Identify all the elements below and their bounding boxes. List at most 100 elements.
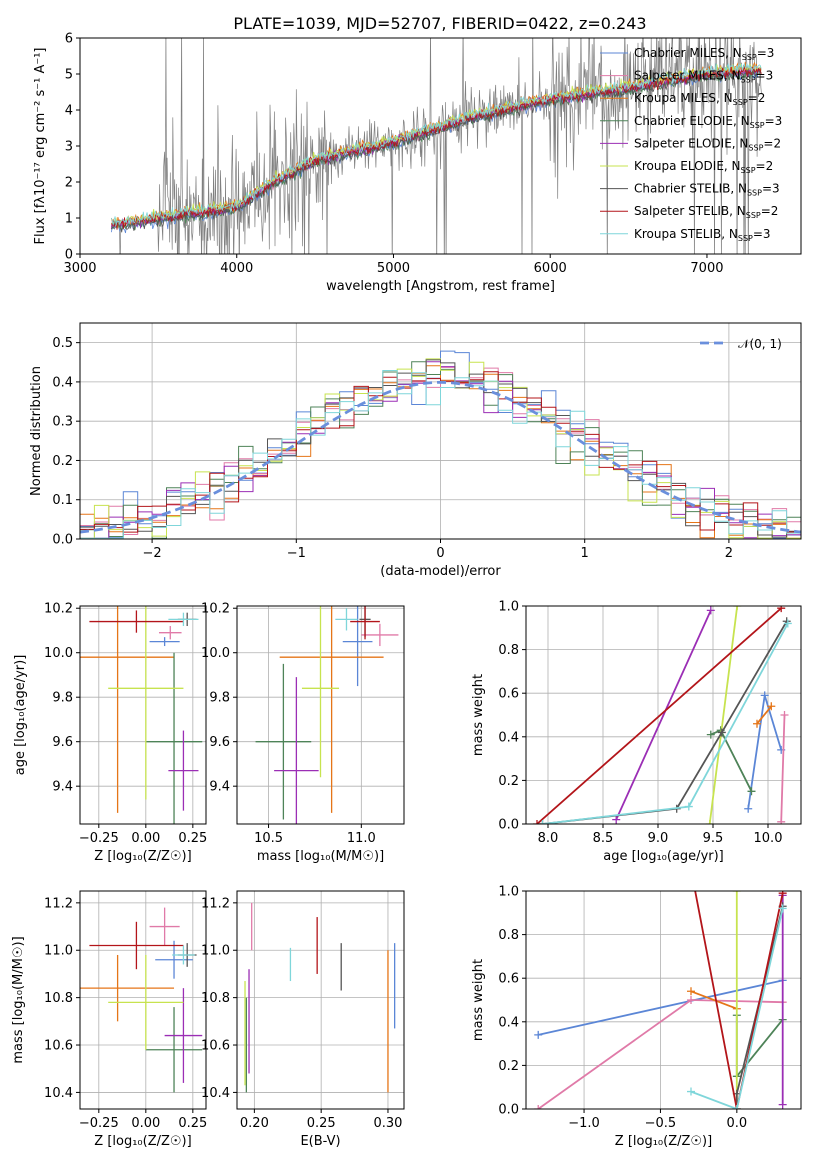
mass-weight-marker	[778, 904, 787, 913]
mass-weight-marker	[753, 719, 761, 728]
y-tick-label: 1.0	[498, 600, 519, 615]
x-tick-label: 0.30	[373, 1116, 402, 1131]
plot-area	[533, 606, 792, 824]
legend-subscript: SSP	[750, 121, 765, 130]
x-tick-label: 9.5	[703, 831, 724, 846]
x-axis-label: mass [log₁₀(M/M☉)]	[257, 849, 384, 864]
legend-nssp: =3	[762, 182, 780, 196]
y-tick-label: 9.8	[52, 691, 73, 706]
legend-subscript: SSP	[748, 143, 763, 152]
mass-weight-marker	[783, 619, 792, 628]
legend-nssp: =3	[757, 46, 775, 60]
x-tick-label: −1.0	[568, 1116, 600, 1131]
mass-weight-marker	[687, 865, 695, 873]
axes-frame	[79, 37, 802, 255]
mass-weight-line	[780, 714, 786, 822]
x-tick-label: 0.0	[726, 1116, 747, 1131]
y-axis-label: mass weight	[471, 674, 486, 756]
x-tick-label: 10.0	[754, 831, 783, 846]
mass-weight-marker	[687, 987, 695, 996]
legend-nssp: =2	[763, 136, 781, 150]
legend-nssp: =2	[756, 159, 774, 173]
axes-frame	[79, 605, 207, 825]
legend-subscript: SSP	[741, 76, 756, 85]
panel-weight_vs_Z: −1.0 −0.5 0.0 0.0 0.2 0.4 0.6 0.8 1.0 Z [log₁₀(Z/…	[471, 865, 802, 1149]
mass-weight-marker	[747, 787, 756, 796]
y-axis-label: Normed distribution	[29, 366, 44, 496]
y-tick-label: 4	[65, 104, 73, 119]
mass-weight-marker	[684, 802, 693, 811]
y-tick-label: 1	[65, 212, 73, 227]
mass-weight-line	[615, 610, 712, 820]
x-tick-label: 8.0	[538, 831, 559, 846]
y-tick-label: 0.2	[52, 454, 73, 469]
legend-subscript: SSP	[741, 166, 756, 175]
panel-mass_vs_Z: −0.25 0.00 0.25 10.4 10.6 10.8 11.0 11.2 Z [log₁…	[11, 890, 207, 1149]
x-tick-label: 8.5	[593, 831, 614, 846]
plot-area	[80, 907, 203, 1093]
model-spectrum-line	[110, 62, 762, 226]
mass-weight-marker	[732, 1105, 741, 1109]
plot-area	[244, 902, 396, 1093]
spectrum-legend: Chabrier MILES, NSSP=3 Salpeter MILES, NS…	[600, 46, 782, 243]
y-tick-label: 10.8	[44, 991, 73, 1006]
x-tick-label: 0	[436, 546, 444, 561]
mass-weight-marker	[534, 1030, 543, 1039]
x-tick-label: 6000	[534, 261, 567, 276]
legend-entry: Kroupa ELODIE, NSSP=2	[634, 159, 773, 175]
mass-weight-marker	[780, 711, 789, 719]
legend-entry: Kroupa STELIB, NSSP=3	[634, 227, 771, 243]
x-axis-label: Z [log₁₀(Z/Z☉)]	[94, 1134, 191, 1149]
legend-nssp: =3	[753, 227, 771, 241]
legend-subscript: SSP	[733, 98, 748, 107]
mass-weight-marker	[717, 728, 726, 737]
legend-nssp: =2	[761, 204, 779, 218]
mass-weight-line	[708, 606, 739, 824]
mass-weight-marker	[777, 606, 786, 613]
figure-title: PLATE=1039, MJD=52707, FIBERID=0422, z=0…	[233, 14, 646, 33]
x-tick-label: 0.25	[307, 1116, 336, 1131]
y-tick-label: 3	[65, 140, 73, 155]
mass-weight-marker	[760, 691, 769, 700]
mass-weight-line	[538, 979, 783, 1036]
y-tick-label: 1.0	[498, 885, 519, 900]
legend-entry: Salpeter MILES, NSSP=3	[634, 69, 773, 85]
legend-nssp: =3	[756, 69, 774, 83]
y-tick-label: 5	[65, 68, 73, 83]
x-axis-label: wavelength [Angstrom, rest frame]	[326, 279, 555, 294]
y-tick-label: 10.8	[201, 991, 230, 1006]
axes-frame	[79, 890, 207, 1110]
mass-weight-marker	[777, 817, 786, 824]
axes-frame	[79, 322, 802, 540]
y-tick-label: 9.8	[209, 691, 230, 706]
y-tick-label: 9.6	[52, 735, 73, 750]
mass-weight-marker	[533, 820, 541, 824]
legend-entry: Chabrier ELODIE, NSSP=3	[634, 114, 782, 130]
x-tick-label: 10.5	[254, 831, 283, 846]
y-tick-label: 0.6	[498, 972, 519, 987]
y-tick-label: 0.4	[52, 375, 73, 390]
legend-subscript: SSP	[742, 53, 757, 62]
residual-histogram	[80, 370, 801, 539]
mass-weight-marker	[778, 891, 787, 898]
panel-age_vs_mass: 10.5 11.0 9.4 9.6 9.8 10.0 10.2 mass [log₁₀(M/M…	[201, 602, 405, 864]
y-tick-label: 9.4	[52, 780, 73, 795]
x-tick-label: 9.0	[648, 831, 669, 846]
x-tick-label: 2	[725, 546, 733, 561]
plot-area	[255, 606, 399, 824]
y-tick-label: 0.6	[498, 687, 519, 702]
x-axis-label: Z [log₁₀(Z/Z☉)]	[94, 849, 191, 864]
axes-frame	[236, 605, 405, 825]
normal-reference-curve	[80, 380, 801, 534]
panel-weight_vs_age: 8.0 8.5 9.0 9.5 10.0 0.0 0.2 0.4 0.6 0.8 1.0 age [l…	[471, 600, 802, 864]
model-spectrum-line	[110, 66, 762, 230]
axes-frame	[525, 890, 802, 1110]
mass-weight-marker	[706, 606, 715, 615]
y-tick-label: 11.2	[201, 896, 230, 911]
x-tick-label: 0.00	[131, 1116, 160, 1131]
legend-subscript: SSP	[738, 234, 753, 243]
mass-weight-marker	[687, 1087, 695, 1096]
residual-histogram	[80, 371, 801, 533]
panel-age_vs_Z: −0.25 0.00 0.25 9.4 9.6 9.8 10.0 10.2 Z [log₁₀(Z…	[13, 602, 207, 864]
x-axis-label: E(B-V)	[300, 1134, 340, 1149]
